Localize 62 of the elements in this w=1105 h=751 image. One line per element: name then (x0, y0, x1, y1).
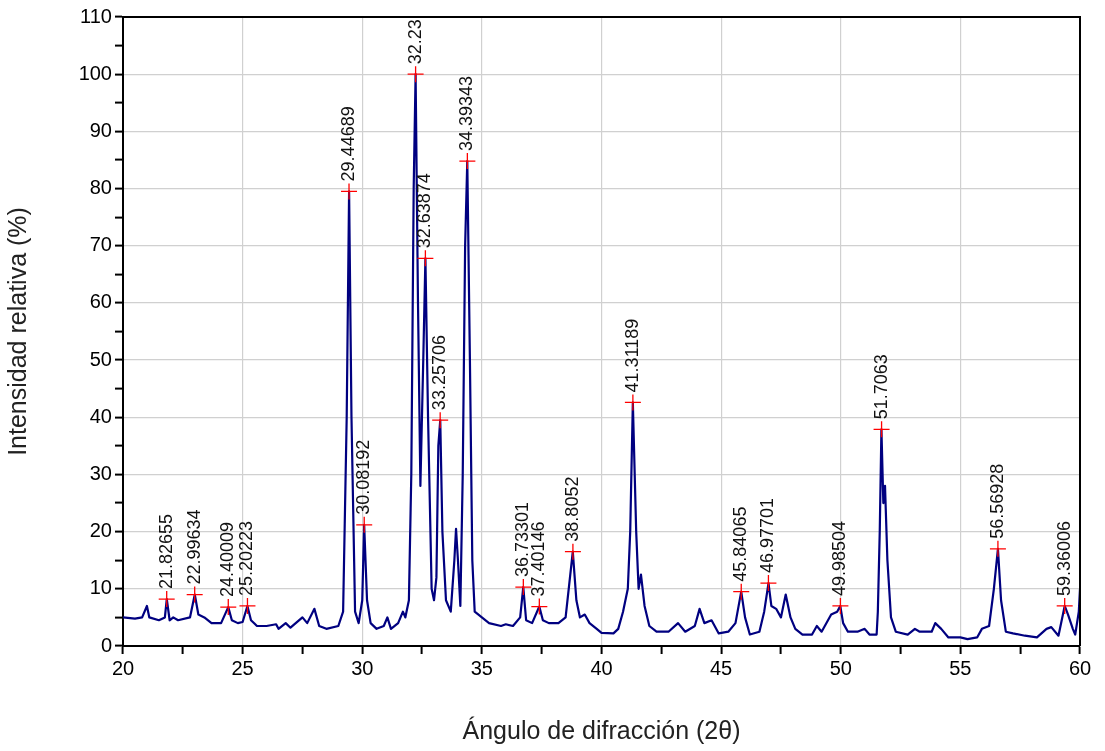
point (219, 598, 237, 616)
annotation: 51.7063 (870, 354, 891, 420)
y-tick-label: 30 (89, 461, 112, 484)
y-tick-label: 50 (89, 347, 112, 370)
annotation: 46.97701 (757, 498, 778, 574)
y-tick-label: 90 (89, 118, 112, 141)
y-tick-label: 80 (89, 176, 112, 199)
point (238, 597, 257, 615)
y-tick-label: 70 (89, 233, 112, 256)
annotation: 29.44689 (337, 106, 358, 182)
point (158, 590, 176, 608)
y-tick-label: 10 (89, 576, 112, 599)
point (989, 540, 1007, 558)
point (759, 574, 778, 592)
annotation: 25.20223 (236, 520, 257, 596)
annotation: 24.40009 (217, 522, 238, 598)
y-tick-label: 40 (89, 404, 112, 427)
annotation: 22.99634 (183, 509, 204, 585)
point (514, 578, 532, 596)
annotation: 34.39343 (456, 76, 477, 152)
y-tick-label: 100 (78, 61, 112, 84)
annotation: 45.84065 (730, 506, 751, 582)
annotation: 21.82655 (155, 514, 176, 590)
x-axis-title: Ángulo de difracción (2θ) (462, 715, 741, 744)
y-axis-title: Intensidad relativa (%) (2, 207, 31, 456)
point (186, 585, 204, 604)
annotation: 33.25706 (429, 335, 450, 411)
x-tick-label: 50 (829, 656, 852, 679)
point (872, 420, 891, 438)
point (624, 393, 642, 412)
x-tick-label: 25 (231, 656, 254, 679)
point (458, 152, 477, 170)
y-tick-label: 60 (89, 290, 112, 313)
y-tick-label: 110 (80, 4, 112, 27)
point (831, 597, 850, 615)
annotation: 56.56928 (986, 463, 1007, 539)
point (530, 597, 548, 616)
annotation: 32.23 (404, 19, 425, 65)
point (416, 249, 435, 267)
annotation: 32.63874 (414, 173, 435, 249)
annotation: 49.98504 (829, 520, 850, 596)
x-tick-label: 40 (590, 656, 613, 679)
point (564, 543, 582, 561)
annotation: 59.36006 (1053, 520, 1074, 596)
x-tick-label: 35 (470, 656, 493, 679)
y-tick-label: 0 (100, 633, 112, 656)
x-tick-label: 60 (1068, 656, 1092, 679)
annotation: 38.8052 (561, 476, 582, 542)
point (431, 411, 449, 429)
point (406, 65, 425, 83)
point (1056, 597, 1074, 615)
x-tick-label: 45 (710, 656, 733, 679)
x-tick-label: 55 (949, 656, 972, 679)
point (355, 516, 373, 534)
x-tick-label: 20 (111, 656, 135, 679)
y-tick-label: 20 (89, 519, 112, 542)
annotation: 37.40146 (528, 521, 549, 597)
annotation: 41.31189 (621, 318, 642, 393)
point (732, 583, 750, 601)
point (340, 182, 358, 201)
annotation: 30.08192 (353, 439, 374, 515)
x-tick-label: 30 (351, 656, 374, 679)
